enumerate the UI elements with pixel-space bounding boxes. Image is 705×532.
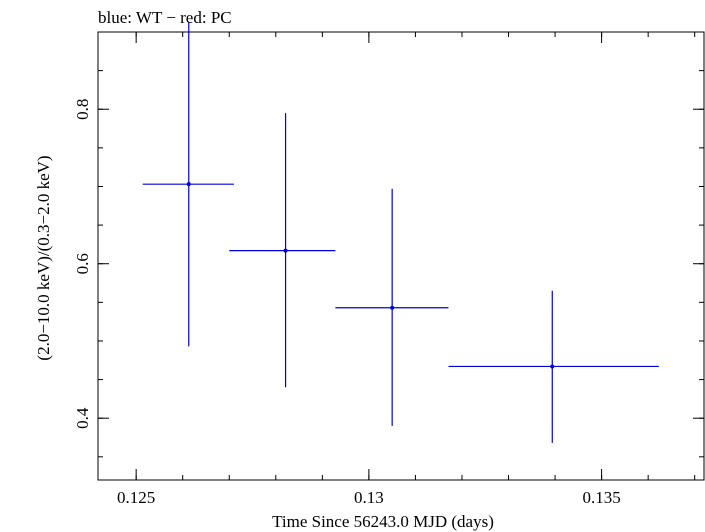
data-point [390, 305, 395, 310]
y-tick-label: 0.4 [73, 407, 92, 429]
x-tick-label: 0.13 [354, 488, 384, 507]
x-tick-label: 0.125 [117, 488, 155, 507]
y-axis-label: (2.0−10.0 keV)/(0.3−2.0 keV) [34, 155, 53, 360]
plot-frame [97, 31, 705, 481]
data-series [142, 21, 659, 443]
x-tick-label: 0.135 [582, 488, 620, 507]
data-point [550, 364, 555, 369]
x-axis-label: Time Since 56243.0 MJD (days) [272, 512, 494, 531]
data-point [283, 248, 288, 253]
y-tick-label: 0.8 [73, 99, 92, 120]
data-point [186, 182, 191, 187]
y-tick-label: 0.6 [73, 253, 92, 274]
chart-title: blue: WT − red: PC [98, 8, 232, 27]
x-axis-ticks: 0.125 0.13 0.135 [117, 32, 696, 507]
y-axis-ticks: 0.4 0.6 0.8 [73, 31, 704, 458]
